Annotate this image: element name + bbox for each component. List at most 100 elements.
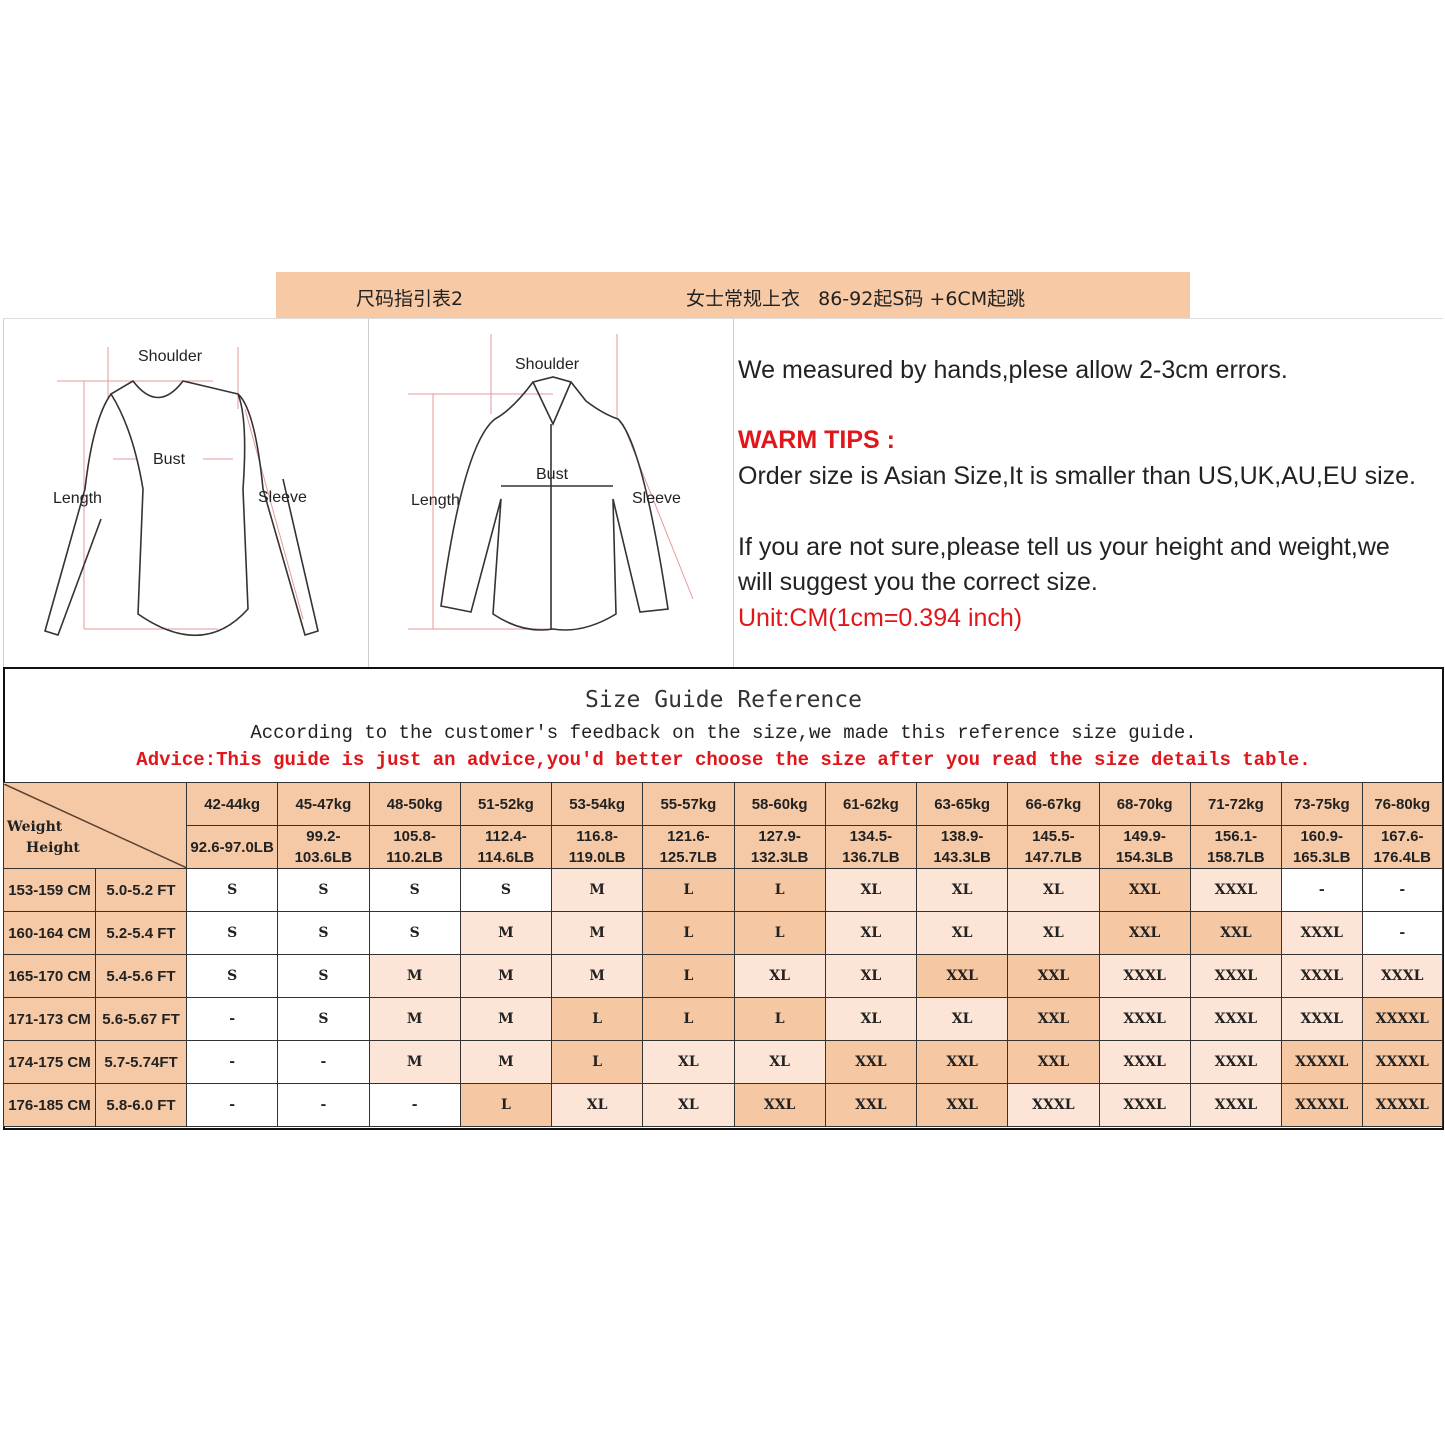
size-cell: XXXL — [1098, 1040, 1191, 1084]
weight-kg-header: 42-44kg — [185, 782, 279, 826]
size-cell: L — [642, 911, 735, 955]
size-cell: XL — [824, 911, 918, 955]
height-cm-cell: 153-159 CM — [3, 868, 96, 912]
weight-kg-header: 55-57kg — [642, 782, 735, 826]
panel-divider — [368, 319, 369, 667]
size-cell: S — [185, 868, 279, 912]
size-cell: XXL — [824, 1040, 918, 1084]
weight-lb-header: 138.9-143.3LB — [915, 825, 1009, 869]
size-cell: XXXXL — [1361, 997, 1443, 1041]
tshirt-length-label: Length — [53, 490, 102, 507]
shirt-length-label: Length — [411, 492, 460, 509]
size-guide-subtitle: According to the customer's feedback on … — [250, 722, 1197, 744]
tshirt-shoulder-label: Shoulder — [138, 348, 203, 365]
corner-weight-label: Weight — [7, 818, 63, 835]
unit-note: Unit:CM(1cm=0.394 inch) — [738, 604, 1023, 632]
size-cell: XL — [915, 868, 1009, 912]
size-cell: L — [733, 911, 826, 955]
measurement-panel: Shoulder Bust Length Sleeve Shoulder Bus… — [3, 318, 1443, 667]
weight-kg-header: 61-62kg — [824, 782, 918, 826]
header-left-title: 尺码指引表2 — [356, 288, 464, 310]
size-cell: - — [185, 1040, 279, 1084]
size-cell: M — [459, 954, 553, 998]
table-row: 174-175 CM 5.7-5.74FT - - M M L XL XL XXL XXL XXL XX… — [3, 1040, 1443, 1084]
size-cell: XXL — [824, 1083, 918, 1127]
size-cell: XL — [1007, 911, 1100, 955]
size-cell: XXXL — [1189, 997, 1283, 1041]
size-cell: XXXL — [1189, 954, 1283, 998]
size-cell: M — [550, 868, 644, 912]
height-cm-cell: 165-170 CM — [3, 954, 96, 998]
size-cell: XXXXL — [1361, 1040, 1443, 1084]
size-cell: XXXXL — [1281, 1083, 1363, 1127]
weight-lb-header: 92.6-97.0LB — [185, 825, 279, 869]
size-cell: L — [459, 1083, 553, 1127]
weight-lb-header: 134.5-136.7LB — [824, 825, 918, 869]
chart-header-bar: 尺码指引表2 女士常规上衣 86-92起S码 +6CM起跳 — [276, 272, 1190, 318]
table-row: 165-170 CM 5.4-5.6 FT S S M M M L XL XL XXL XXL XXXL… — [3, 954, 1443, 998]
weight-lb-header: 149.9-154.3LB — [1098, 825, 1191, 869]
size-guide-advice: Advice:This guide is just an advice,you'… — [136, 749, 1311, 771]
header-right-title: 女士常规上衣 86-92起S码 +6CM起跳 — [686, 288, 1026, 310]
tshirt-sleeve-label: Sleeve — [258, 489, 307, 506]
size-table: Weight Height 42-44kg 45-47kg 48-50kg 51-52kg… — [3, 782, 1443, 1127]
size-cell: - — [185, 997, 279, 1041]
weight-kg-header: 63-65kg — [915, 782, 1009, 826]
weight-lb-header: 99.2-103.6LB — [277, 825, 370, 869]
table-row: 176-185 CM 5.8-6.0 FT - - - L XL XL XXL XXL XXL XXX… — [3, 1083, 1443, 1127]
size-cell: XL — [733, 954, 826, 998]
measurement-note: We measured by hands,plese allow 2-3cm e… — [738, 356, 1288, 384]
size-cell: XXXL — [1281, 997, 1363, 1041]
table-row: 153-159 CM 5.0-5.2 FT S S S S M L L XL XL XL XXL XXXL… — [3, 868, 1443, 912]
height-cm-cell: 171-173 CM — [3, 997, 96, 1041]
size-cell: XL — [915, 997, 1009, 1041]
size-cell: - — [277, 1083, 370, 1127]
weight-lb-header: 156.1-158.7LB — [1189, 825, 1283, 869]
corner-height-label: Height — [26, 839, 80, 856]
size-cell: XL — [1007, 868, 1100, 912]
height-ft-cell: 5.6-5.67 FT — [95, 997, 187, 1041]
size-cell: XXL — [1007, 954, 1100, 998]
size-cell: M — [368, 1040, 461, 1084]
size-cell: XXL — [915, 954, 1009, 998]
weight-kg-header: 76-80kg — [1361, 782, 1443, 826]
height-cm-cell: 176-185 CM — [3, 1083, 96, 1127]
height-cm-cell: 160-164 CM — [3, 911, 96, 955]
size-cell: XXL — [915, 1040, 1009, 1084]
size-cell: M — [550, 954, 644, 998]
table-row: 160-164 CM 5.2-5.4 FT S S S M M L L XL XL XL XXL XXL X… — [3, 911, 1443, 955]
height-ft-cell: 5.0-5.2 FT — [95, 868, 187, 912]
weight-lb-header: 112.4-114.6LB — [459, 825, 553, 869]
size-cell: XXXL — [1189, 1083, 1283, 1127]
size-cell: XXXL — [1281, 911, 1363, 955]
weight-lb-header: 116.8-119.0LB — [550, 825, 644, 869]
shirt-shoulder-label: Shoulder — [515, 356, 580, 373]
size-cell: XXXL — [1189, 868, 1283, 912]
shirt-sleeve-label: Sleeve — [632, 490, 681, 507]
size-cell: L — [733, 868, 826, 912]
weight-kg-header-row: Weight Height 42-44kg 45-47kg 48-50kg 51-52kg… — [3, 782, 1443, 869]
size-cell: - — [277, 1040, 370, 1084]
size-cell: XL — [824, 868, 918, 912]
weight-kg-header: 73-75kg — [1281, 782, 1363, 826]
weight-lb-header-row: 92.6-97.0LB 99.2-103.6LB 105.8-110.2LB 112.… — [4, 825, 1443, 869]
height-ft-cell: 5.8-6.0 FT — [95, 1083, 187, 1127]
height-ft-cell: 5.4-5.6 FT — [95, 954, 187, 998]
size-cell: - — [1361, 868, 1443, 912]
size-cell: M — [368, 997, 461, 1041]
size-cell: S — [185, 911, 279, 955]
size-guide-title: Size Guide Reference — [585, 687, 862, 713]
weight-kg-header: 51-52kg — [459, 782, 553, 826]
size-cell: L — [642, 997, 735, 1041]
weight-height-corner-cell: Weight Height — [3, 782, 187, 869]
panel-divider — [3, 319, 4, 667]
size-cell: L — [550, 1040, 644, 1084]
size-cell: XXXL — [1098, 954, 1191, 998]
size-cell: XXL — [1098, 911, 1191, 955]
size-cell: - — [1361, 911, 1443, 955]
size-cell: L — [642, 868, 735, 912]
shirt-diagram — [408, 334, 694, 631]
size-cell: S — [277, 868, 370, 912]
suggest-note-line1: If you are not sure,please tell us your … — [738, 533, 1390, 561]
height-ft-cell: 5.7-5.74FT — [95, 1040, 187, 1084]
